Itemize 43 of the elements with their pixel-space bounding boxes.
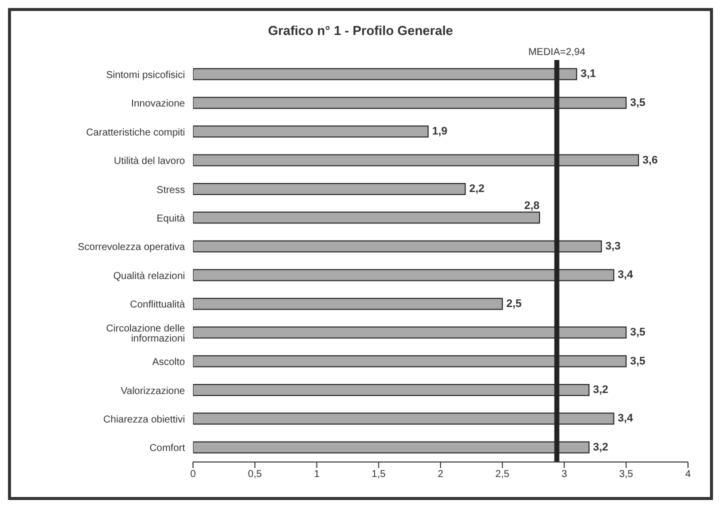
data-label: 3,1	[580, 68, 596, 80]
y-tick-label: Ascolto	[152, 357, 186, 368]
x-tick-label: 0	[190, 469, 196, 480]
ref-line-label: MEDIA=2,94	[528, 47, 586, 58]
chart-title: Grafico n° 1 - Profilo Generale	[266, 22, 454, 38]
data-label: 3,5	[630, 326, 646, 339]
y-tick-label: Sintomi psicofisici	[106, 70, 185, 81]
y-tick-label: Equità	[156, 213, 186, 224]
data-label: 2,2	[469, 182, 485, 195]
data-label: 3,5	[630, 355, 646, 368]
data-label: 3,6	[642, 154, 658, 166]
x-tick-label: 2,5	[495, 469, 510, 480]
y-tick-label: Utilità del lavoro	[114, 156, 186, 168]
x-tick-label: 1	[314, 469, 320, 480]
data-label: 3,4	[618, 412, 634, 425]
bar	[193, 126, 429, 138]
data-label: 3,4	[618, 269, 634, 282]
y-tick-label: Comfort	[149, 443, 186, 454]
y-tick-label: Conflittualità	[130, 300, 186, 311]
x-tick-label: 0,5	[248, 469, 262, 480]
data-label: 3,2	[593, 384, 608, 396]
bar	[193, 298, 503, 310]
data-label: 3,2	[593, 441, 608, 454]
y-tick-label: Scorrevolezza operativa	[78, 242, 186, 254]
data-label: 3,3	[605, 240, 621, 252]
data-label: 2,5	[506, 298, 522, 310]
y-tick-label: Caratteristiche compiti	[86, 127, 185, 138]
y-tick-label: Chiarezza obiettivi	[103, 414, 185, 426]
bar	[193, 212, 540, 224]
y-tick-label: Innovazione	[131, 98, 186, 110]
y-tick-label: Valorizzazione	[120, 386, 186, 397]
x-tick-label: 2	[438, 469, 444, 480]
bar	[193, 182, 466, 195]
x-tick-label: 4	[685, 469, 692, 480]
data-label: 2,8	[524, 200, 540, 212]
data-label: 1,9	[432, 126, 448, 138]
x-tick-label: 3	[561, 469, 568, 480]
y-tick-label: Qualità relazioni	[113, 270, 185, 282]
x-tick-label: 3,5	[619, 469, 634, 480]
data-label: 3,5	[630, 96, 646, 109]
x-tick-label: 1,5	[372, 469, 386, 480]
y-tick-label: Stress	[156, 184, 185, 196]
y-tick-label: Circolazione delle informazioni	[106, 323, 186, 344]
